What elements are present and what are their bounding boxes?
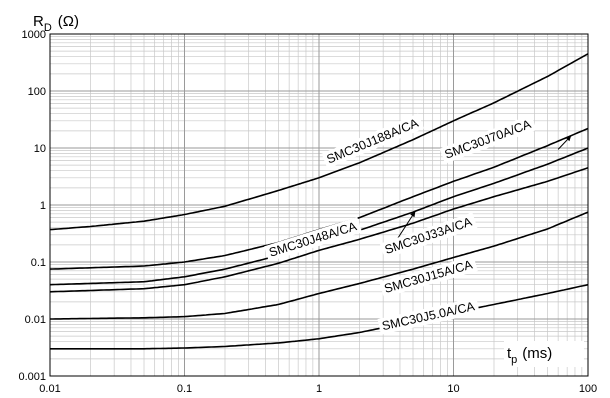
x-tick-label: 0.1	[177, 383, 192, 395]
series-label-text: SMC30J188A/CA	[325, 116, 421, 167]
y-tick-label: 0.01	[25, 314, 46, 326]
y-tick-label: 1	[40, 200, 46, 212]
x-tick-label: 100	[579, 383, 597, 395]
y-tick-label: 100	[28, 86, 46, 98]
y-axis-title-unit: (Ω)	[58, 13, 79, 30]
y-tick-label: 10	[34, 143, 46, 155]
y-axis-title-main: R	[33, 13, 44, 30]
x-axis-title-unit: (ms)	[522, 345, 552, 362]
series-label: SMC30J33A/CA	[380, 213, 478, 259]
x-tick-label: 10	[447, 383, 459, 395]
x-axis-title-sub: p	[511, 354, 517, 366]
series-label-text: SMC30J33A/CA	[383, 214, 474, 257]
y-tick-labels: 0.001 0.01 0.1 1 10 100 1000	[18, 29, 46, 383]
x-tick-label: 1	[316, 383, 322, 395]
x-tick-label: 0.01	[39, 383, 60, 395]
series-label: SMC30J5.0A/CA	[378, 297, 480, 334]
y-tick-label: 0.1	[31, 257, 46, 269]
y-tick-label: 0.001	[18, 371, 46, 383]
series-label-text: SMC30J15A/CA	[383, 257, 475, 295]
y-axis-title-sub: D	[44, 22, 52, 34]
series-label-text: SMC30J70A/CA	[443, 117, 534, 162]
x-tick-labels: 0.01 0.1 1 10 100	[39, 383, 597, 395]
y-tick-label: 1000	[22, 29, 46, 41]
